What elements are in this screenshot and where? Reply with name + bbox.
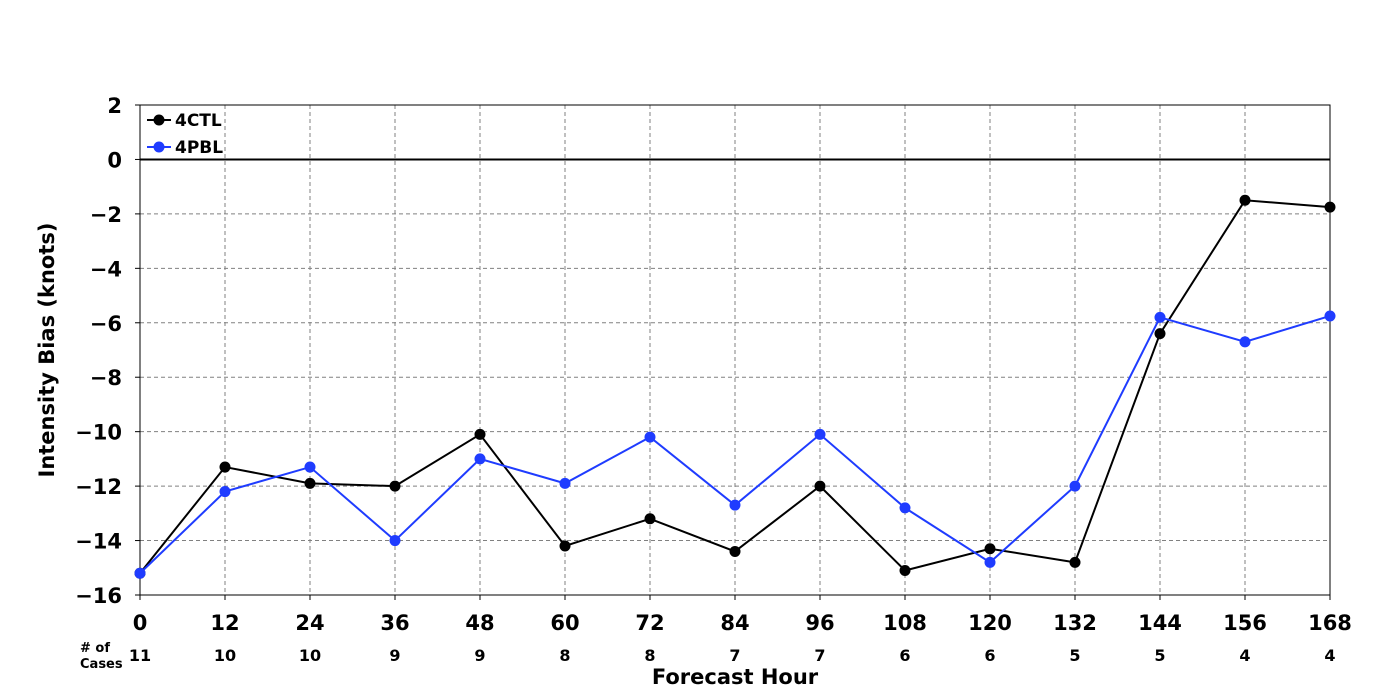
case-count-label: 4 xyxy=(1324,646,1335,665)
data-point-4pbl xyxy=(644,431,656,443)
x-tick-label: 24 xyxy=(295,611,324,635)
data-point-4ctl xyxy=(559,540,571,552)
y-tick-label: −10 xyxy=(75,421,122,445)
x-tick-label: 144 xyxy=(1138,611,1182,635)
series-4ctl xyxy=(134,194,1336,579)
grid-layer xyxy=(139,104,1331,596)
legend-marker-4ctl xyxy=(153,114,165,126)
data-point-4pbl xyxy=(559,477,571,489)
x-axis-title: Forecast Hour xyxy=(652,665,819,689)
case-count-label: 7 xyxy=(729,646,740,665)
y-tick-label: −16 xyxy=(75,584,122,608)
data-point-4pbl xyxy=(1324,310,1336,322)
case-count-label: 7 xyxy=(814,646,825,665)
data-point-4ctl xyxy=(644,513,656,525)
x-tick-label: 84 xyxy=(720,611,749,635)
data-point-4ctl xyxy=(1154,328,1166,340)
data-point-4ctl xyxy=(814,480,826,492)
case-count-label: 9 xyxy=(474,646,485,665)
y-tick-label: −14 xyxy=(75,530,122,554)
y-tick-label: 0 xyxy=(107,148,122,172)
x-tick-label: 0 xyxy=(133,611,148,635)
case-count-label: 8 xyxy=(644,646,655,665)
x-tick-label: 120 xyxy=(968,611,1012,635)
case-count-label: 9 xyxy=(389,646,400,665)
case-count-label: 11 xyxy=(129,646,151,665)
x-tick-label: 48 xyxy=(465,611,494,635)
data-point-4ctl xyxy=(984,543,996,555)
data-point-4pbl xyxy=(219,486,231,498)
data-point-4ctl xyxy=(1239,194,1251,206)
cases-title-line2: Cases xyxy=(80,657,123,672)
x-tick-label: 168 xyxy=(1308,611,1352,635)
y-axis-title: Intensity Bias (knots) xyxy=(35,223,59,478)
case-count-label: 5 xyxy=(1154,646,1165,665)
x-tick-label: 12 xyxy=(210,611,239,635)
data-point-4pbl xyxy=(389,535,401,547)
y-tick-label: −2 xyxy=(90,203,122,227)
data-point-4pbl xyxy=(814,428,826,440)
case-count-label: 6 xyxy=(899,646,910,665)
case-count-label: 5 xyxy=(1069,646,1080,665)
case-count-label: 10 xyxy=(299,646,321,665)
series-4pbl xyxy=(134,310,1336,579)
x-tick-label: 108 xyxy=(883,611,927,635)
data-point-4ctl xyxy=(729,545,741,557)
y-tick-label: −4 xyxy=(90,257,122,281)
x-tick-label: 132 xyxy=(1053,611,1097,635)
data-point-4ctl xyxy=(304,477,316,489)
data-point-4ctl xyxy=(899,565,911,576)
data-point-4pbl xyxy=(304,461,316,473)
data-point-4pbl xyxy=(1069,480,1081,492)
data-point-4pbl xyxy=(134,567,146,579)
case-count-label: 6 xyxy=(984,646,995,665)
y-tick-label: 2 xyxy=(107,94,122,118)
data-point-4ctl xyxy=(1324,201,1336,213)
y-tick-label: −6 xyxy=(90,312,122,336)
x-tick-label: 72 xyxy=(635,611,664,635)
legend-label-4ctl: 4CTL xyxy=(175,111,222,131)
data-point-4ctl xyxy=(1069,556,1081,568)
data-point-4ctl xyxy=(389,480,401,492)
cases-layer: 11 10 10 9 9 8 8 7 7 6 6 5 5 4 4 xyxy=(129,646,1336,665)
data-point-4pbl xyxy=(474,453,486,465)
x-tick-label: 96 xyxy=(805,611,834,635)
case-count-label: 4 xyxy=(1239,646,1250,665)
data-point-4ctl xyxy=(474,428,486,440)
data-point-4pbl xyxy=(1239,336,1251,348)
data-point-4pbl xyxy=(984,556,996,568)
data-point-4ctl xyxy=(219,461,231,473)
x-tick-layer: 0 12 24 36 48 60 72 84 96 108 120 132 144 156 168 xyxy=(133,595,1352,635)
cases-title-line1: # of xyxy=(80,641,110,656)
data-point-4pbl xyxy=(729,499,741,511)
data-point-4pbl xyxy=(1154,311,1166,323)
x-tick-label: 156 xyxy=(1223,611,1267,635)
legend-item-4ctl: 4CTL xyxy=(147,111,222,131)
x-tick-label: 60 xyxy=(550,611,579,635)
x-tick-label: 36 xyxy=(380,611,409,635)
y-tick-layer: 2 0 −2 −4 −6 −8 −10 −12 −14 −16 xyxy=(75,94,140,608)
legend-label-4pbl: 4PBL xyxy=(175,138,223,158)
case-count-label: 8 xyxy=(559,646,570,665)
case-count-label: 10 xyxy=(214,646,236,665)
y-tick-label: −12 xyxy=(75,475,122,499)
legend-marker-4pbl xyxy=(153,141,165,153)
data-point-4pbl xyxy=(899,502,911,514)
series-layer xyxy=(134,194,1336,579)
legend-item-4pbl: 4PBL xyxy=(147,138,223,158)
y-tick-label: −8 xyxy=(90,366,122,390)
legend: 4CTL 4PBL xyxy=(147,111,223,158)
